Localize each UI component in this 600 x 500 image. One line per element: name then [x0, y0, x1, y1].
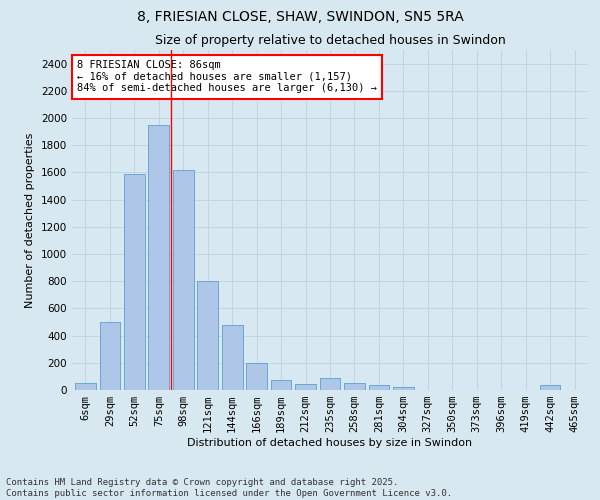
Bar — [271, 380, 292, 390]
Text: Contains HM Land Registry data © Crown copyright and database right 2025.
Contai: Contains HM Land Registry data © Crown c… — [6, 478, 452, 498]
Bar — [393, 388, 414, 390]
Text: 8, FRIESIAN CLOSE, SHAW, SWINDON, SN5 5RA: 8, FRIESIAN CLOSE, SHAW, SWINDON, SN5 5R… — [137, 10, 463, 24]
Bar — [320, 378, 340, 390]
Bar — [344, 382, 365, 390]
Bar — [197, 281, 218, 390]
Y-axis label: Number of detached properties: Number of detached properties — [25, 132, 35, 308]
Bar — [124, 174, 145, 390]
Bar — [148, 125, 169, 390]
Bar — [173, 170, 194, 390]
Bar — [222, 324, 242, 390]
Text: 8 FRIESIAN CLOSE: 86sqm
← 16% of detached houses are smaller (1,157)
84% of semi: 8 FRIESIAN CLOSE: 86sqm ← 16% of detache… — [77, 60, 377, 94]
Bar — [540, 385, 560, 390]
Bar — [295, 384, 316, 390]
Bar — [75, 382, 96, 390]
Title: Size of property relative to detached houses in Swindon: Size of property relative to detached ho… — [155, 34, 505, 48]
Bar — [368, 385, 389, 390]
Bar — [246, 364, 267, 390]
Bar — [100, 322, 120, 390]
X-axis label: Distribution of detached houses by size in Swindon: Distribution of detached houses by size … — [187, 438, 473, 448]
